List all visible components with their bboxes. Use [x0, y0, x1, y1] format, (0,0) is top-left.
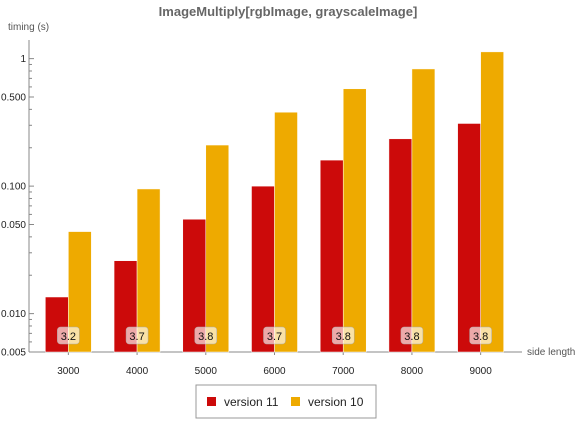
bar-version-11-8000	[388, 138, 413, 353]
legend-swatch-version-11	[207, 397, 216, 406]
ratio-label-box	[125, 326, 149, 345]
bar-version-11-7000	[319, 159, 344, 353]
x-tick-label: 5000	[195, 366, 218, 377]
ratio-label-box	[400, 326, 424, 345]
x-tick-label: 8000	[401, 366, 424, 377]
ratio-label: 3.8	[404, 331, 419, 343]
legend-box	[195, 384, 377, 419]
bars	[45, 51, 504, 353]
ratio-label-box	[194, 326, 218, 345]
ratio-label-box	[331, 326, 355, 345]
x-tick-label: 9000	[470, 366, 493, 377]
x-tick-label: 6000	[263, 366, 286, 377]
x-ticks: 3000 4000 5000 6000 7000 8000 9000	[57, 352, 492, 377]
legend-swatch-version-10	[291, 397, 300, 406]
ratio-label: 3.7	[129, 331, 144, 343]
ratio-labels: 3.2 3.7 3.8 3.7 3.8 3.8 3.8	[57, 326, 492, 345]
x-tick-label: 3000	[57, 366, 80, 377]
bar-version-10-8000	[411, 68, 436, 353]
ratio-label: 3.8	[336, 331, 351, 343]
x-axis-label: side length	[527, 347, 575, 358]
bar-version-11-9000	[457, 123, 481, 353]
bar-version-10-9000	[480, 51, 504, 353]
ratio-label-box	[263, 326, 286, 345]
y-tick-label: 0.050	[1, 220, 26, 231]
y-tick-label: 0.100	[1, 182, 26, 193]
ratio-label: 3.7	[267, 331, 282, 343]
y-tick-label: 1	[20, 54, 26, 65]
legend-label-version-10: version 10	[308, 395, 364, 409]
y-tick-label: 0.500	[1, 93, 26, 104]
ratio-label: 3.8	[473, 331, 488, 343]
y-ticks: 0.005 0.010 0.050 0.100 0.500 1	[1, 54, 34, 359]
bar-version-10-7000	[342, 88, 367, 353]
bar-version-10-6000	[274, 111, 298, 353]
x-tick-label: 7000	[332, 366, 355, 377]
bar-version-10-3000	[68, 231, 92, 353]
y-tick-label: 0.010	[1, 309, 26, 320]
ratio-label: 3.2	[61, 331, 76, 343]
bar-version-10-5000	[205, 144, 230, 353]
chart-title: ImageMultiply[rgbImage, grayscaleImage]	[159, 4, 418, 19]
x-tick-label: 4000	[126, 366, 149, 377]
bar-version-10-4000	[136, 188, 161, 353]
ratio-label-box	[57, 326, 80, 345]
ratio-label: 3.8	[198, 331, 213, 343]
legend: version 11 version 10	[195, 384, 377, 419]
y-tick-label: 0.005	[1, 348, 26, 359]
y-axis-label: timing (s)	[8, 22, 49, 33]
legend-label-version-11: version 11	[224, 395, 279, 409]
ratio-label-box	[469, 326, 492, 345]
